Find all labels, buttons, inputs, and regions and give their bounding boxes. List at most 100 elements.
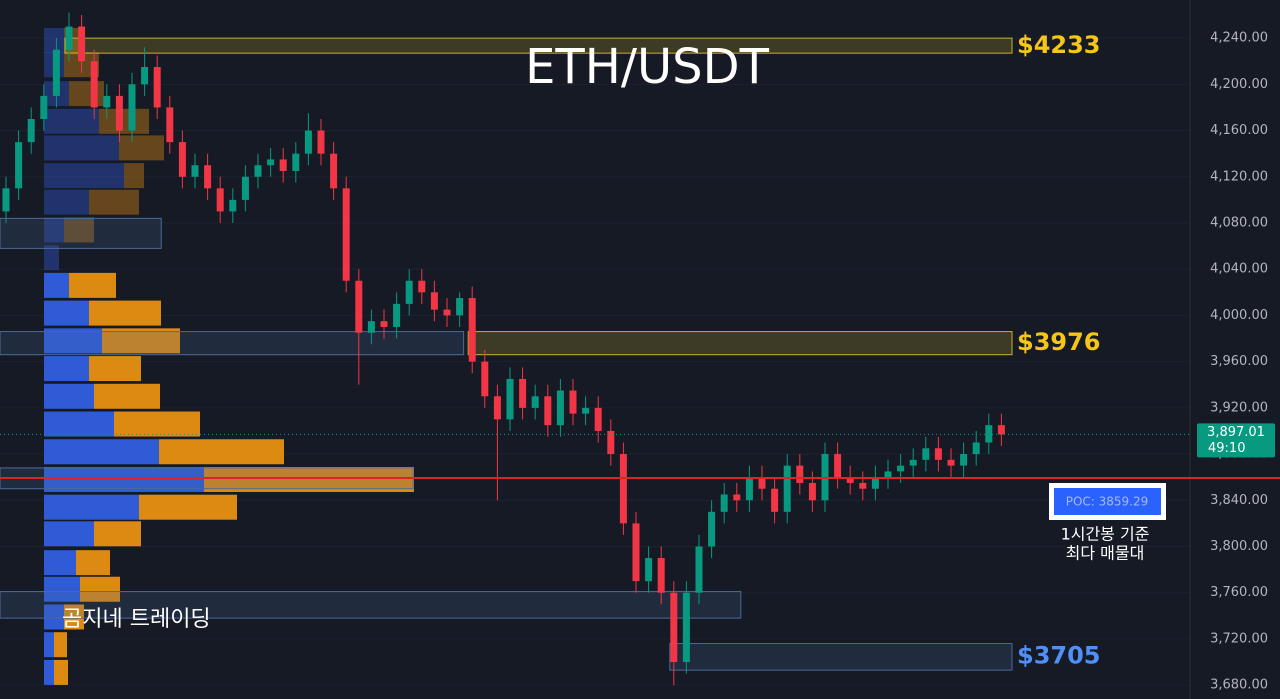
candle-body [670,592,678,663]
countdown: 49:10 [1208,441,1245,456]
profile-sell [114,411,200,437]
profile-sell [54,632,67,658]
candle-body [682,592,690,663]
candle-body [456,298,464,316]
profile-buy [44,439,159,465]
candle-body [531,396,539,408]
profile-buy [44,383,94,409]
profile-sell [102,328,180,354]
chart-title: ETH/USDT [525,39,769,95]
poc-note: 최다 매물대 [1066,544,1145,563]
y-tick-label: 4,120.00 [1210,169,1268,184]
profile-buy [44,163,124,189]
candle-body [519,378,527,408]
y-tick-label: 3,840.00 [1210,493,1268,508]
candle-body [922,448,930,460]
poc-label: POC: 3859.29 [1066,495,1149,509]
candle-body [191,165,199,177]
candle-body [632,523,640,582]
candle-body [216,188,224,212]
zone [0,591,742,619]
candle-body [78,26,86,62]
candle-body [808,482,816,501]
profile-sell [76,550,110,576]
profile-buy [44,521,94,547]
profile-buy [44,411,114,437]
profile-buy [44,494,139,520]
candle-body [909,459,917,466]
profile-buy [44,550,76,576]
candle-body [52,49,60,96]
candle-body [758,477,766,489]
profile-sell [139,494,237,520]
candle-body [342,188,350,281]
candle-body [947,459,955,466]
candle-body [972,442,980,455]
y-tick-label: 4,000.00 [1210,308,1268,323]
profile-sell [89,189,139,215]
candle-body [128,84,136,131]
candle-body [481,361,489,397]
candle-body [468,298,476,362]
candle-body [997,425,1005,435]
profile-buy [44,217,64,243]
zone [64,37,1013,54]
candle-body [582,407,590,414]
volume-profile [44,27,414,685]
candle-body [103,95,111,108]
zone [0,217,162,249]
candle-body [393,303,401,327]
y-tick-label: 4,040.00 [1210,262,1268,277]
profile-buy [44,632,54,658]
y-tick-label: 4,200.00 [1210,77,1268,92]
zone-label: $4233 [1017,31,1101,59]
candle-body [934,448,942,460]
candle-body [834,454,842,478]
profile-buy [44,604,64,630]
profile-buy [44,189,89,215]
profile-buy [44,659,54,685]
y-tick-label: 3,920.00 [1210,400,1268,415]
profile-buy [44,356,89,382]
zone [669,643,1013,671]
candle-body [695,546,703,593]
profile-sell [64,217,94,243]
candle-body [204,165,212,189]
candle-body [15,142,23,189]
profile-buy [44,300,89,326]
y-tick-label: 4,080.00 [1210,215,1268,230]
candle-body [569,390,577,414]
zone [0,331,465,356]
zone-label: $3705 [1017,641,1101,669]
y-tick-label: 3,720.00 [1210,631,1268,646]
candle-body [178,142,186,177]
profile-sell [89,356,141,382]
candle-body [267,159,275,166]
candle-body [556,390,564,426]
candle-body [594,407,602,431]
y-tick-label: 3,960.00 [1210,354,1268,369]
candle-body [40,95,48,120]
y-tick-label: 4,240.00 [1210,31,1268,46]
candle-body [166,107,174,143]
candle-body [607,430,615,455]
profile-sell [119,135,164,161]
candle-body [367,321,375,333]
profile-buy [44,27,64,53]
candle-body [897,465,905,472]
profile-buy [44,245,59,271]
candle-body [443,309,451,316]
profile-buy [44,135,119,161]
candle-body [733,494,741,501]
candle-body [493,396,501,420]
candle-body [90,61,98,108]
zone [467,331,1013,356]
candle-body [506,378,514,420]
candle-body [405,280,413,304]
y-tick-label: 4,160.00 [1210,123,1268,138]
profile-buy [44,466,204,492]
candle-body [2,188,10,212]
y-tick-label: 3,760.00 [1210,585,1268,600]
